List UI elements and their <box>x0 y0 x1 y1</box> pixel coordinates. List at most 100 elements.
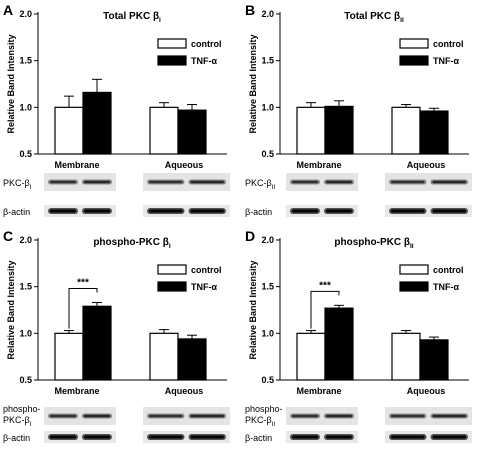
legend-label-control: control <box>191 39 222 49</box>
western-blot <box>286 173 472 217</box>
bar-control-aqueous <box>149 106 179 155</box>
blot-band-core <box>84 414 110 418</box>
blot-background <box>286 407 358 425</box>
blot-background <box>143 173 230 191</box>
legend-swatch-tnf <box>157 55 187 66</box>
y-tick-label: 0.5 <box>19 375 32 385</box>
bar-tnf-aqueous <box>177 109 207 155</box>
category-label: Membrane <box>54 386 99 396</box>
actin-band-core <box>432 209 466 213</box>
western-blot <box>44 173 230 217</box>
y-tick-label: 2.0 <box>261 235 274 245</box>
legend-swatch-control <box>399 38 429 49</box>
y-axis-label: Relative Band Intensity <box>6 34 16 133</box>
bar-tnf-membrane <box>82 91 112 155</box>
y-tick-label: 2.0 <box>261 9 274 19</box>
blot-band-core <box>190 414 224 418</box>
actin-band-core <box>292 435 318 439</box>
legend-swatch-control <box>157 38 187 49</box>
chart-title: Total PKC βII <box>344 11 404 24</box>
actin-band-core <box>432 435 466 439</box>
blot-band-core <box>149 180 183 184</box>
legend-label-tnf: TNF-α <box>433 282 459 292</box>
panel-letter: B <box>245 2 255 18</box>
y-tick-label: 1.0 <box>261 102 274 112</box>
y-tick-label: 1.5 <box>261 282 274 292</box>
bar-control-aqueous <box>149 332 179 381</box>
actin-band-core <box>84 209 110 213</box>
panel-b: B Total PKC βII 0.5 1.0 1.5 2.0 Relative Band … <box>242 0 483 226</box>
actin-band-core <box>292 209 318 213</box>
y-axis-label: Relative Band Intensity <box>6 260 16 359</box>
y-tick-label: 1.0 <box>19 328 32 338</box>
bar-control-membrane <box>54 332 84 381</box>
blot-band-core <box>50 180 76 184</box>
bar-control-membrane <box>296 106 326 155</box>
bar-control-aqueous <box>391 332 421 381</box>
actin-band-core <box>190 209 224 213</box>
panel-letter: A <box>3 2 13 18</box>
significance-bracket <box>68 288 98 329</box>
actin-band-core <box>190 435 224 439</box>
blot-label-target: PKC-βII <box>245 415 275 428</box>
y-axis-label: Relative Band Intensity <box>248 34 258 133</box>
panel-letter: D <box>245 228 255 244</box>
blot-band-core <box>84 180 110 184</box>
blot-label-phospho: phospho- <box>245 404 283 414</box>
actin-band-core <box>391 209 425 213</box>
actin-band-core <box>149 435 183 439</box>
blot-label-target: PKC-βI <box>3 415 32 428</box>
blot-background <box>385 407 472 425</box>
actin-band-core <box>149 209 183 213</box>
category-label: Aqueous <box>407 160 446 170</box>
bar-tnf-membrane <box>324 307 354 381</box>
y-tick-label: 2.0 <box>19 235 32 245</box>
significance-label: *** <box>319 280 331 291</box>
chart-title: phospho-PKC βII <box>334 237 413 250</box>
category-label: Membrane <box>296 160 341 170</box>
bar-tnf-aqueous <box>419 339 449 381</box>
blot-band-core <box>432 414 466 418</box>
chart-a: A Total PKC βI 0.5 1.0 1.5 2.0 Relative Band I… <box>3 2 230 217</box>
legend-label-control: control <box>433 265 464 275</box>
legend-label-control: control <box>433 39 464 49</box>
actin-band-core <box>84 435 110 439</box>
bar-tnf-aqueous <box>177 338 207 381</box>
actin-band-core <box>326 435 352 439</box>
blot-band-core <box>326 180 352 184</box>
y-tick-label: 1.5 <box>19 282 32 292</box>
legend-swatch-tnf <box>157 281 187 292</box>
chart-b: B Total PKC βII 0.5 1.0 1.5 2.0 Relative Band … <box>245 2 472 217</box>
bar-control-membrane <box>296 332 326 381</box>
bar-tnf-membrane <box>324 105 354 155</box>
y-tick-label: 0.5 <box>261 149 274 159</box>
blot-band-core <box>326 414 352 418</box>
category-label: Aqueous <box>165 386 204 396</box>
panel-letter: C <box>3 228 13 244</box>
actin-band-core <box>326 209 352 213</box>
y-tick-label: 1.5 <box>19 56 32 66</box>
legend-label-tnf: TNF-α <box>191 282 217 292</box>
blot-band-core <box>149 414 183 418</box>
blot-label-target: PKC-βII <box>245 178 275 191</box>
western-blot <box>44 407 230 443</box>
legend-swatch-tnf <box>399 55 429 66</box>
legend-swatch-control <box>157 264 187 275</box>
blot-band-core <box>50 414 76 418</box>
chart-title: Total PKC βI <box>103 11 161 24</box>
bar-control-membrane <box>54 106 84 155</box>
bar-tnf-membrane <box>82 305 112 381</box>
blot-background <box>44 173 116 191</box>
actin-band-core <box>50 209 76 213</box>
y-tick-label: 1.5 <box>261 56 274 66</box>
y-tick-label: 0.5 <box>261 375 274 385</box>
legend-swatch-control <box>399 264 429 275</box>
category-label: Aqueous <box>407 386 446 396</box>
y-tick-label: 1.0 <box>19 102 32 112</box>
western-blot <box>286 407 472 443</box>
category-label: Aqueous <box>165 160 204 170</box>
blot-background <box>143 407 230 425</box>
